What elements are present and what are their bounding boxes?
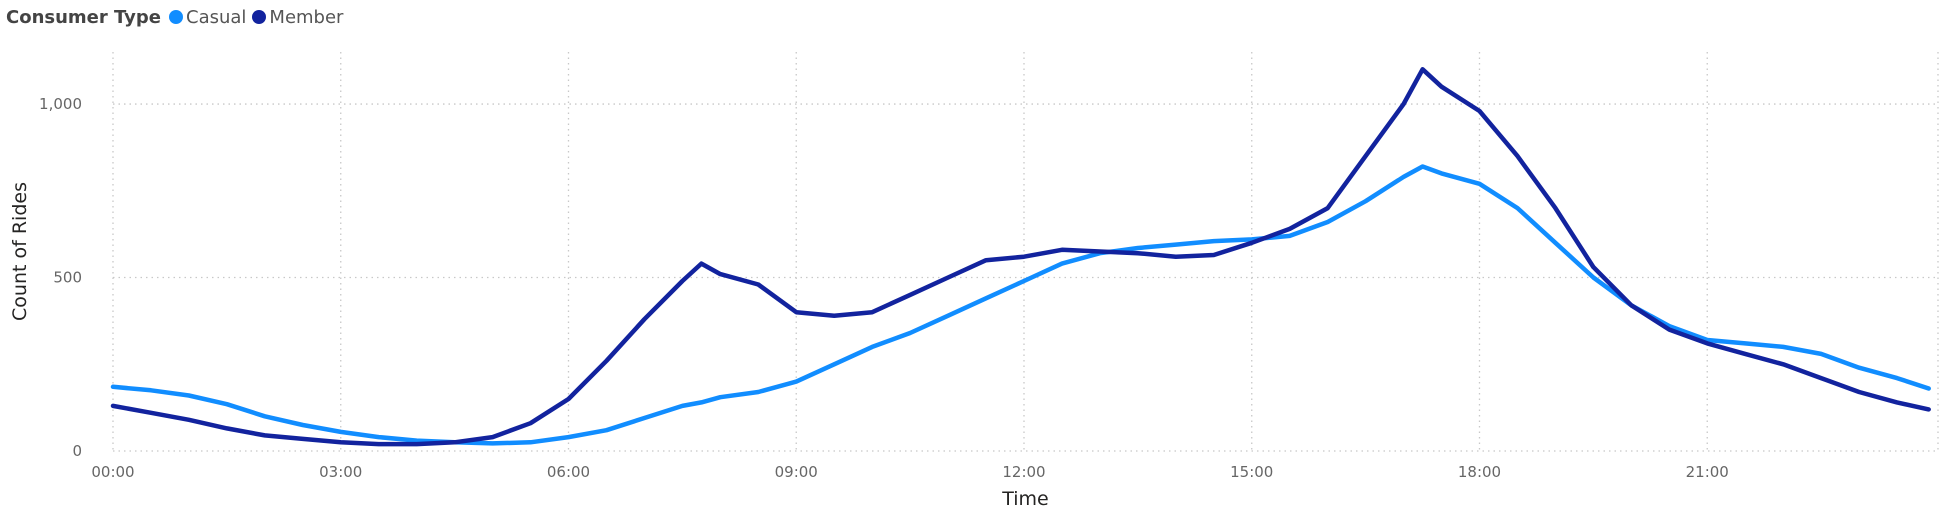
- x-tick-label: 18:00: [1458, 463, 1501, 481]
- y-tick-label: 500: [53, 269, 82, 287]
- x-axis-title: Time: [1001, 488, 1049, 510]
- legend-title: Consumer Type: [6, 6, 161, 28]
- x-tick-label: 12:00: [1002, 463, 1045, 481]
- x-tick-label: 00:00: [91, 463, 134, 481]
- y-tick-label: 0: [72, 442, 82, 460]
- series-line-member: [110, 67, 1931, 447]
- legend: Consumer Type Casual Member: [6, 4, 349, 30]
- x-tick-label: 03:00: [319, 463, 362, 481]
- x-tick-label: 09:00: [775, 463, 818, 481]
- legend-item-casual[interactable]: Casual: [169, 7, 246, 28]
- legend-member-label: Member: [269, 6, 344, 28]
- y-tick-label: 1,000: [39, 95, 82, 113]
- x-tick-label: 15:00: [1230, 463, 1273, 481]
- y-axis-title: Count of Rides: [9, 182, 31, 321]
- legend-casual-label: Casual: [186, 6, 247, 28]
- x-tick-label: 21:00: [1686, 463, 1729, 481]
- legend-member-dot-icon: [252, 10, 267, 24]
- legend-item-member[interactable]: Member: [252, 7, 343, 28]
- series-line-casual: [110, 164, 1931, 446]
- legend-casual-dot-icon: [169, 10, 183, 24]
- x-tick-label: 06:00: [547, 463, 590, 481]
